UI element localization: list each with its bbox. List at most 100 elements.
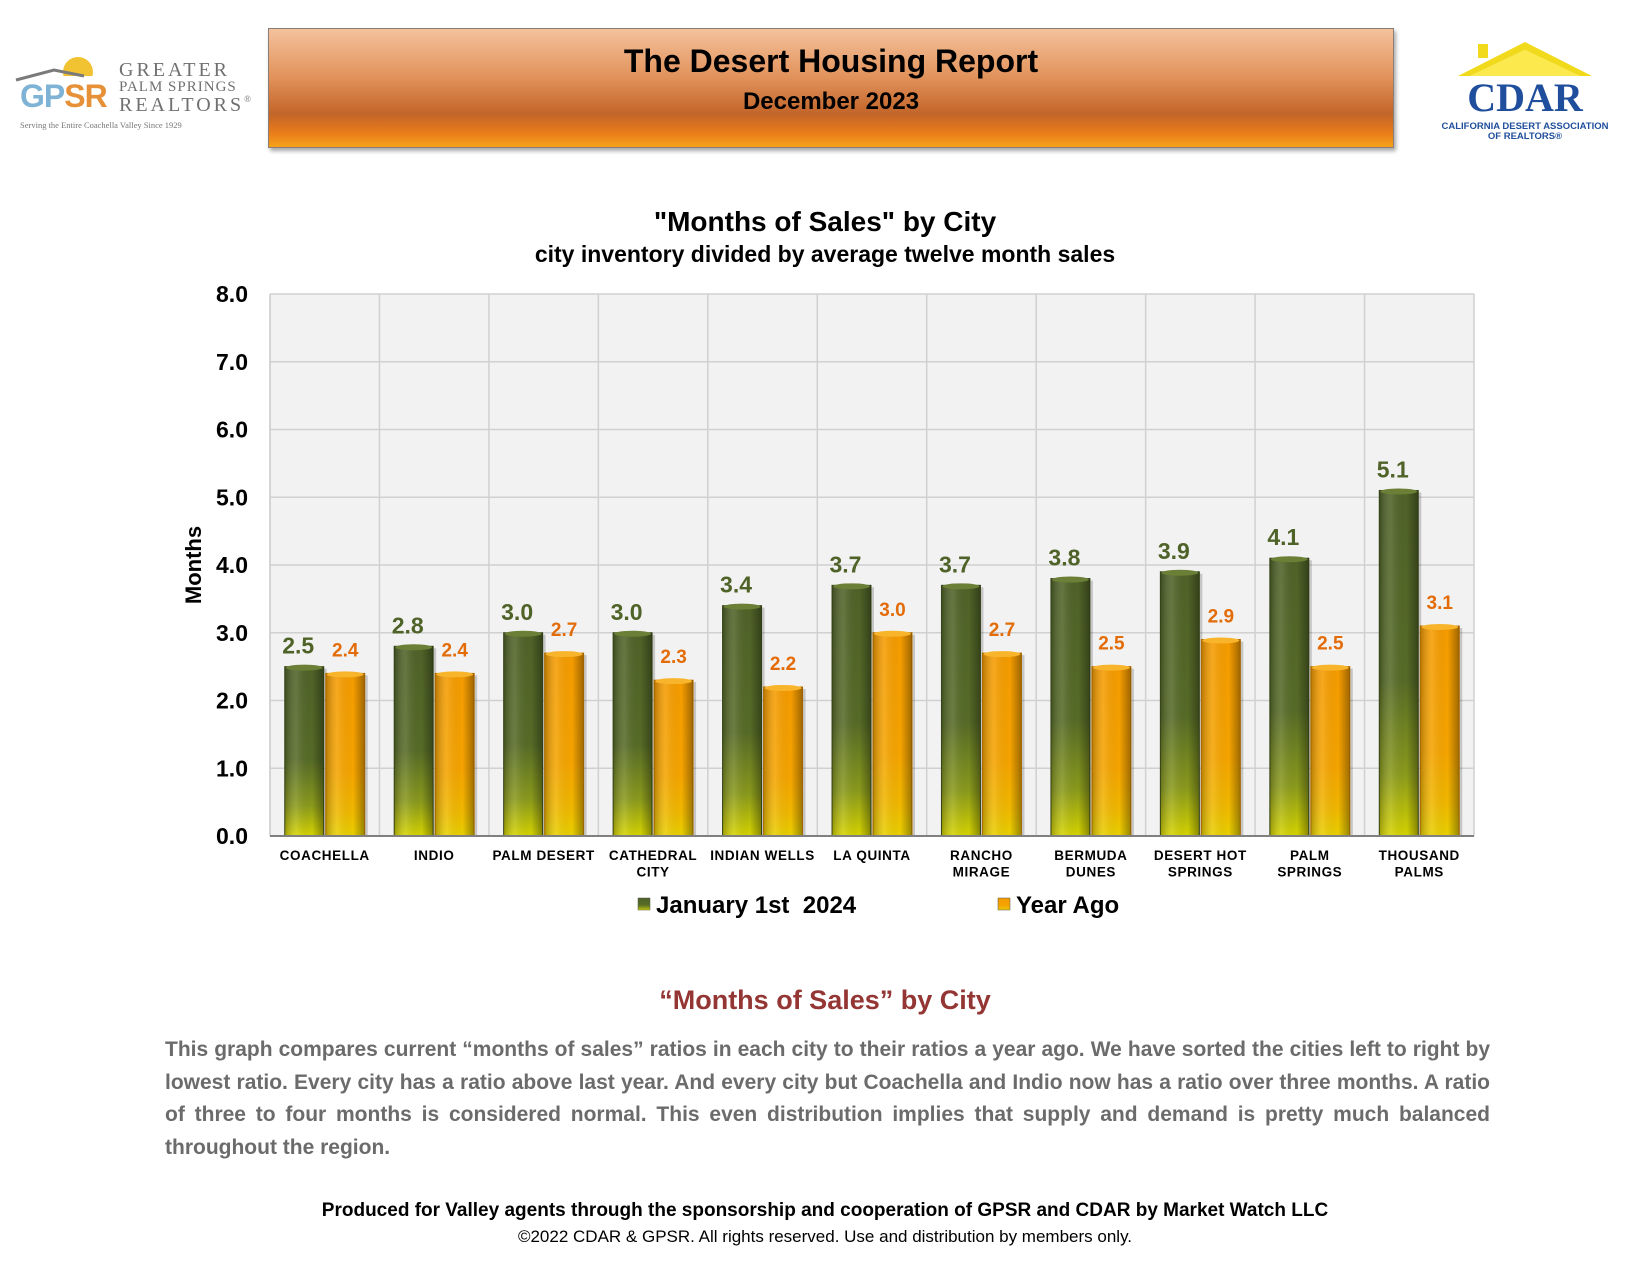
x-tick-label: CITY [637,865,670,880]
report-title-banner: The Desert Housing Report December 2023 [268,28,1394,148]
bar-shading [763,686,803,836]
x-tick-label: RANCHO [950,848,1013,863]
bar-cap [874,630,911,637]
x-tick-label: PALMS [1395,865,1444,880]
gpsr-tagline: Serving the Entire Coachella Valley Sinc… [20,120,182,130]
data-label-jan-2024: 3.7 [939,551,971,577]
sun-roof-icon [14,57,124,86]
data-label-jan-2024: 3.9 [1158,538,1190,564]
bar-shading [722,605,762,836]
data-label-jan-2024: 3.0 [611,599,643,625]
legend-year-ago-swatch [997,897,1011,911]
cdar-wordmark: CDAR [1467,75,1583,120]
bar-cap [723,603,761,610]
bar-shading [284,666,324,836]
bar-shading [613,632,653,836]
bar-shading [1091,666,1131,836]
y-tick-label: 6.0 [216,417,248,443]
bar-cap [942,583,980,590]
gpsr-letters-sr: SR [64,78,107,114]
data-label-jan-2024: 3.7 [830,551,862,577]
y-axis-title: Months [181,526,206,604]
bar-cap [1311,664,1349,671]
x-tick-label: PALM [1290,848,1330,863]
chart-legend: January 1st 2024 Year Ago [637,892,1119,919]
data-label-year-ago: 2.5 [1317,634,1344,655]
description-heading: “Months of Sales” by City [659,985,991,1015]
data-label-year-ago: 2.4 [332,640,359,661]
bar-cap [545,651,583,658]
legend-year-ago-label: Year Ago [1016,892,1119,919]
description-body: This graph compares current “months of s… [165,1038,1490,1159]
house-roof-icon [1458,42,1592,76]
bar-shading [982,653,1022,836]
chart-bars [284,488,1463,837]
bar-cap [1380,488,1418,495]
bar-shading [1310,666,1350,836]
bar-shading [654,680,694,836]
data-label-year-ago: 2.3 [660,647,686,668]
y-tick-label: 1.0 [216,755,248,781]
data-label-jan-2024: 5.1 [1377,456,1409,482]
data-label-jan-2024: 2.5 [282,633,314,659]
data-label-year-ago: 3.0 [879,600,905,621]
y-tick-label: 0.0 [216,823,248,849]
bar-cap [285,664,323,671]
data-label-year-ago: 2.7 [551,620,577,641]
bar-shading [1201,639,1241,836]
y-tick-label: 8.0 [216,281,248,307]
bar-shading [941,585,981,836]
x-tick-label: COACHELLA [280,848,370,863]
bar-cap [1161,569,1199,576]
y-tick-label: 5.0 [216,484,248,510]
gpsr-letters-gp: GP [20,78,65,114]
x-tick-label: BERMUDA [1054,848,1127,863]
x-tick-label: INDIAN WELLS [710,848,815,863]
footer-credit: Produced for Valley agents through the s… [321,1200,1329,1221]
data-label-year-ago: 2.7 [989,620,1015,641]
data-label-year-ago: 3.1 [1427,593,1454,614]
chart-title: "Months of Sales" by City [653,206,997,237]
bar-cap [504,630,542,637]
bar-shading [394,646,434,836]
data-label-year-ago: 2.5 [1098,634,1125,655]
bar-cap [1270,556,1308,563]
y-tick-label: 3.0 [216,620,248,646]
x-tick-label: SPRINGS [1168,865,1233,880]
gpsr-line-3: REALTORS [119,94,245,116]
chart-y-axis: 0.0 1.0 2.0 3.0 4.0 5.0 6.0 7.0 8.0 Months [181,281,271,849]
x-tick-label: THOUSAND [1379,848,1460,863]
bar-shading [325,673,365,836]
legend-jan-2024-label: January 1st 2024 [656,892,857,919]
chart-value-labels: 2.5 2.4 2.8 2.4 3.0 2.7 3.0 2.3 3.4 2.2 3.7 3.0 3.7 2… [282,456,1453,674]
bar-cap [395,644,433,651]
gpsr-logo: GPSR GREATER PALM SPRINGS REALTORS® Serv… [14,52,251,132]
bar-shading [1420,625,1460,836]
y-tick-label: 2.0 [216,688,248,714]
bar-shading [1269,558,1309,836]
report-title: The Desert Housing Report [623,43,1039,79]
gpsr-registered-mark: ® [244,94,254,104]
bar-shading [873,632,912,836]
x-tick-label: CATHEDRAL [609,848,697,863]
bar-cap [1202,637,1240,644]
y-tick-label: 7.0 [216,349,248,375]
bar-shading [503,632,543,836]
data-label-year-ago: 2.2 [770,654,796,675]
data-label-year-ago: 2.4 [441,640,468,661]
data-label-jan-2024: 3.8 [1048,545,1080,571]
bar-cap [1051,576,1089,583]
data-label-jan-2024: 2.8 [392,612,424,638]
bar-cap [764,684,802,691]
x-tick-label: PALM DESERT [492,848,595,863]
bar-cap [436,671,474,678]
x-tick-label: DESERT HOT [1154,848,1247,863]
bar-cap [983,651,1021,658]
report-date: December 2023 [742,88,920,115]
bar-cap [1092,664,1130,671]
cdar-sub-line-2: OF REALTORS® [1487,130,1563,142]
y-tick-label: 4.0 [216,552,248,578]
bar-shading [435,673,475,836]
chart-x-axis: COACHELLA INDIO PALM DESERT CATHEDRAL CITY IN… [270,835,1474,880]
data-label-jan-2024: 3.0 [501,599,533,625]
